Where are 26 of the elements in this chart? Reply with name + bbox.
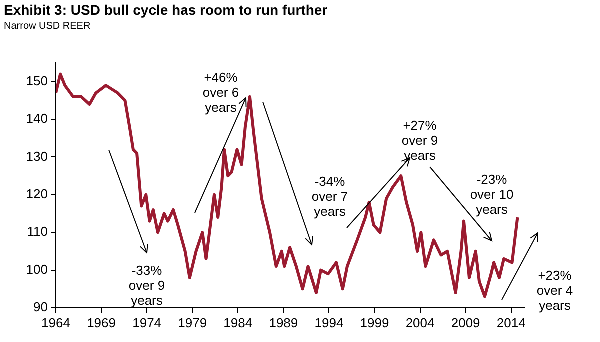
x-tick-label: 1969 xyxy=(87,315,116,330)
chart-title: Exhibit 3: USD bull cycle has room to run further xyxy=(4,2,328,18)
x-tick-label: 2014 xyxy=(496,315,526,330)
x-tick-label: 1964 xyxy=(42,315,70,330)
annotation: -23% over 10 years xyxy=(469,172,515,217)
x-tick-label: 1974 xyxy=(132,315,162,330)
annotation: -34% over 7 years xyxy=(310,174,350,219)
text: +23% over 4 years xyxy=(536,268,574,313)
y-tick-label: 140 xyxy=(26,111,48,126)
x-tick-label: 1989 xyxy=(269,315,298,330)
y-tick-label: 110 xyxy=(27,224,48,240)
x-tick-label: 1999 xyxy=(360,315,390,330)
x-tick-label: 2004 xyxy=(406,315,435,330)
y-tick-label: 150 xyxy=(26,73,48,88)
annotation: -33% over 9 years xyxy=(128,263,166,308)
chart-subtitle: Narrow USD REER xyxy=(4,21,91,32)
x-tick-label: 1979 xyxy=(178,315,208,330)
x-tick-label: 1994 xyxy=(314,315,344,330)
y-tick-label: 100 xyxy=(26,262,48,277)
annotation: +46% over 6 years xyxy=(202,70,240,115)
y-tick-label: 130 xyxy=(26,148,48,164)
x-tick-label: 2009 xyxy=(451,315,480,330)
y-tick-label: 90 xyxy=(34,300,48,315)
x-tick-label: 1984 xyxy=(224,315,253,330)
annotation: +27% over 9 years xyxy=(400,118,440,163)
y-tick-label: 120 xyxy=(26,186,48,202)
